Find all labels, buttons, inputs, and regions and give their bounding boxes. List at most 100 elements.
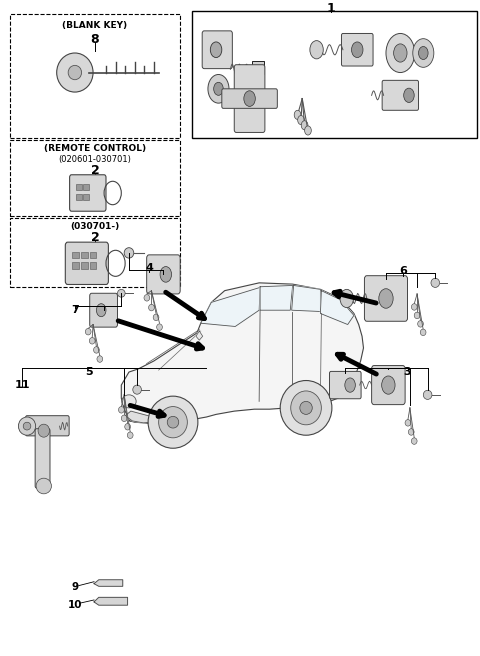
Bar — [76, 184, 82, 190]
Text: 9: 9 — [72, 582, 78, 592]
Ellipse shape — [158, 407, 187, 438]
Text: 8: 8 — [91, 33, 99, 46]
Text: 2: 2 — [91, 231, 99, 244]
Ellipse shape — [18, 417, 36, 435]
Ellipse shape — [149, 304, 155, 311]
Ellipse shape — [351, 42, 363, 58]
Ellipse shape — [144, 295, 150, 301]
Text: (BLANK KEY): (BLANK KEY) — [62, 20, 128, 30]
Ellipse shape — [411, 438, 417, 444]
Ellipse shape — [413, 39, 434, 68]
Ellipse shape — [379, 289, 393, 308]
Polygon shape — [292, 285, 321, 312]
Text: (030701-): (030701-) — [71, 222, 120, 231]
Bar — [81, 252, 88, 258]
Text: (REMOTE CONTROL): (REMOTE CONTROL) — [44, 144, 146, 154]
Ellipse shape — [300, 401, 312, 415]
Ellipse shape — [294, 110, 301, 119]
Bar — [84, 184, 89, 190]
FancyBboxPatch shape — [70, 174, 106, 211]
Polygon shape — [201, 287, 260, 327]
Text: (020601-030701): (020601-030701) — [59, 155, 132, 163]
Bar — [81, 262, 88, 268]
Ellipse shape — [405, 420, 411, 426]
Text: 7: 7 — [71, 305, 79, 315]
Ellipse shape — [121, 415, 127, 422]
Polygon shape — [321, 291, 354, 325]
Ellipse shape — [94, 346, 99, 353]
Ellipse shape — [156, 324, 162, 331]
Ellipse shape — [97, 356, 103, 362]
Ellipse shape — [68, 66, 82, 79]
FancyBboxPatch shape — [90, 293, 118, 327]
Bar — [252, 62, 264, 75]
Ellipse shape — [122, 395, 136, 408]
Ellipse shape — [298, 115, 304, 125]
FancyBboxPatch shape — [222, 89, 277, 108]
Ellipse shape — [414, 312, 420, 319]
Ellipse shape — [419, 47, 428, 60]
FancyBboxPatch shape — [202, 31, 232, 69]
Ellipse shape — [89, 338, 95, 344]
Text: 2: 2 — [91, 164, 99, 176]
Polygon shape — [94, 580, 123, 586]
FancyBboxPatch shape — [382, 80, 419, 110]
Polygon shape — [125, 411, 153, 423]
Bar — [10, 14, 180, 138]
Text: 1: 1 — [326, 1, 336, 14]
FancyBboxPatch shape — [364, 276, 408, 321]
Ellipse shape — [214, 82, 223, 95]
Ellipse shape — [148, 396, 198, 448]
Bar — [72, 262, 79, 268]
Ellipse shape — [301, 121, 308, 130]
Ellipse shape — [85, 329, 91, 335]
Ellipse shape — [57, 53, 93, 92]
Text: 6: 6 — [399, 266, 407, 276]
Bar — [84, 194, 89, 199]
Ellipse shape — [420, 329, 426, 336]
Ellipse shape — [125, 424, 131, 430]
Text: 10: 10 — [68, 600, 82, 609]
Ellipse shape — [394, 44, 407, 62]
Ellipse shape — [382, 376, 395, 394]
FancyBboxPatch shape — [234, 65, 265, 133]
Polygon shape — [196, 331, 203, 340]
Ellipse shape — [423, 390, 432, 400]
Ellipse shape — [291, 391, 322, 425]
Ellipse shape — [305, 126, 312, 135]
Ellipse shape — [38, 424, 49, 437]
FancyBboxPatch shape — [65, 242, 108, 285]
Ellipse shape — [208, 75, 229, 103]
Polygon shape — [94, 598, 128, 605]
Ellipse shape — [23, 422, 31, 430]
Polygon shape — [260, 285, 293, 310]
Ellipse shape — [210, 42, 222, 58]
Ellipse shape — [167, 417, 179, 428]
Bar — [76, 194, 82, 199]
Ellipse shape — [280, 380, 332, 435]
Ellipse shape — [124, 248, 134, 258]
FancyBboxPatch shape — [329, 371, 361, 399]
Ellipse shape — [160, 266, 171, 282]
Text: 3: 3 — [404, 367, 411, 377]
Polygon shape — [121, 283, 363, 424]
Text: 11: 11 — [14, 380, 30, 390]
Bar — [192, 10, 477, 138]
Ellipse shape — [36, 478, 51, 494]
Bar — [90, 262, 96, 268]
Ellipse shape — [310, 41, 323, 59]
Ellipse shape — [127, 432, 133, 438]
Ellipse shape — [404, 88, 414, 102]
Ellipse shape — [133, 385, 142, 394]
Ellipse shape — [119, 407, 124, 413]
Ellipse shape — [431, 278, 440, 287]
Bar — [90, 252, 96, 258]
Ellipse shape — [411, 304, 417, 310]
Bar — [10, 140, 180, 216]
Ellipse shape — [418, 321, 423, 327]
Bar — [10, 218, 180, 287]
FancyBboxPatch shape — [147, 255, 180, 294]
Ellipse shape — [386, 33, 415, 73]
FancyBboxPatch shape — [35, 429, 50, 488]
FancyBboxPatch shape — [25, 416, 69, 436]
